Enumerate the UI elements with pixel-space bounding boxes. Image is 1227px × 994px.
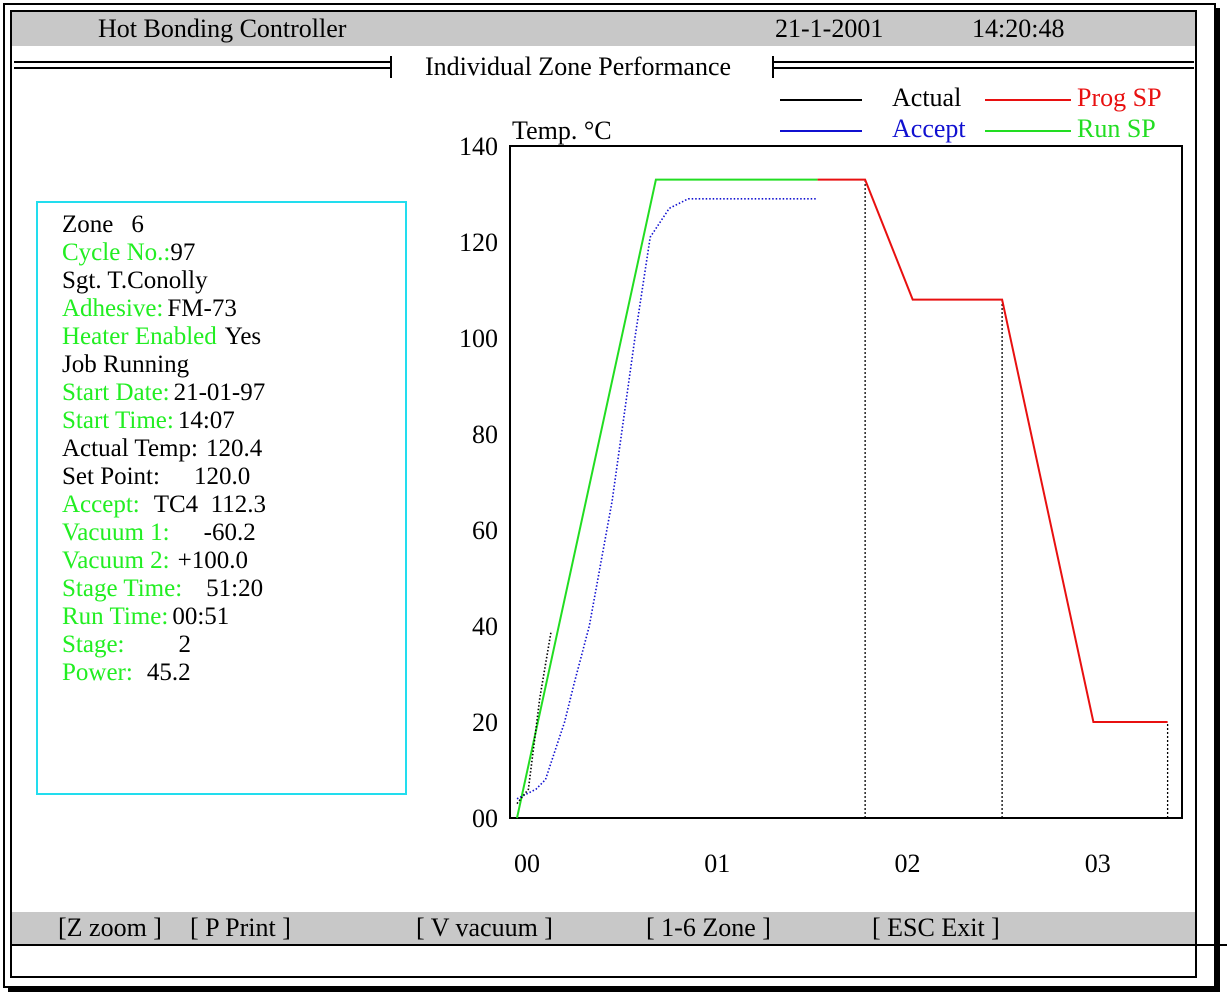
subtitle-rule-right-top [774,61,1194,63]
heater-value: Yes [224,323,262,350]
series-line-actual [516,630,552,805]
legend-prog-sp-label: Prog SP [1077,83,1162,112]
legend-actual-swatch [780,99,862,101]
y-tick-label: 120 [459,228,498,257]
cycle-value: 97 [170,239,196,266]
start-time-value: 14:07 [177,407,235,434]
legend-accept-swatch [780,130,862,132]
set-point-value: 120.0 [193,463,251,490]
stage-time-label: Stage Time: [62,575,183,602]
series-line-prog-sp [817,178,1168,723]
legend-run-sp-label: Run SP [1077,114,1156,143]
zone-select-key[interactable]: [ 1-6 Zone ] [646,913,771,942]
footer-rule [12,944,1227,946]
job-status: Job Running [62,351,190,378]
legend-prog-sp-swatch [985,99,1071,101]
zoom-key[interactable]: [Z zoom ] [58,913,162,942]
print-key[interactable]: [ P Print ] [190,913,291,942]
run-time-label: Run Time: [62,603,169,630]
app-title: Hot Bonding Controller [98,14,347,43]
series-line-accept [516,198,818,800]
header-time: 14:20:48 [972,14,1065,43]
actual-temp-label: Actual Temp: [62,435,198,462]
frame-shadow-right [1216,8,1220,990]
window-frame-inner [10,10,1197,978]
y-tick-label: 20 [472,708,498,737]
vacuum-key[interactable]: [ V vacuum ] [416,913,553,942]
vacuum1-label: Vacuum 1: [62,519,170,546]
y-tick-label: 140 [459,132,498,161]
power-value: 45.2 [146,659,191,686]
frame-shadow-bottom [8,988,1220,992]
page-subtitle: Individual Zone Performance [424,52,732,81]
plot-area-border [509,145,1183,819]
zone-value: 6 [131,211,144,238]
cycle-label: Cycle No.: [62,239,171,266]
stage-time-value: 51:20 [206,575,264,602]
title-bar: Hot Bonding Controller 21-1-2001 14:20:4… [12,12,1195,46]
power-label: Power: [62,659,133,686]
subtitle-bracket-right [772,56,774,78]
y-axis-title: Temp. °C [512,116,612,145]
subtitle-rule-left-bottom [14,67,390,69]
x-tick-label: 03 [1085,849,1111,878]
subtitle-rule-right-bottom [774,67,1194,69]
zone-label: Zone [62,211,114,238]
adhesive-value: FM-73 [167,295,237,322]
zone-info-panel: Zone 6 Cycle No.:97 Sgt. T.Conolly Adhesi… [36,201,407,795]
vacuum2-label: Vacuum 2: [62,547,170,574]
stage-label: Stage: [62,631,125,658]
stage-value: 2 [178,631,192,658]
x-tick-label: 00 [514,849,540,878]
subtitle-bracket-left [390,56,392,78]
header-date: 21-1-2001 [775,14,884,43]
vacuum2-value: +100.0 [177,547,248,574]
y-tick-label: 60 [472,516,498,545]
operator-name: Sgt. T.Conolly [62,267,208,294]
actual-temp-value: 120.4 [205,435,263,462]
x-tick-label: 02 [894,849,920,878]
legend-actual-label: Actual [892,83,962,112]
subtitle-rule-left-top [14,61,390,63]
set-point-label: Set Point: [62,463,160,490]
x-tick-label: 01 [704,849,730,878]
accept-value: TC4 112.3 [153,491,267,518]
adhesive-label: Adhesive: [62,295,164,322]
window-frame-outer [3,3,1216,988]
legend-run-sp-swatch [985,130,1071,132]
legend-accept-label: Accept [892,114,966,143]
function-key-bar: [Z zoom ] [ P Print ] [ V vacuum ] [ 1-6… [12,912,1195,944]
start-date-value: 21-01-97 [173,379,266,406]
y-tick-label: 00 [472,804,498,833]
y-tick-label: 40 [472,612,498,641]
accept-label: Accept: [62,491,140,518]
heater-label: Heater Enabled [62,323,217,350]
exit-key[interactable]: [ ESC Exit ] [872,913,1000,942]
run-time-value: 00:51 [172,603,230,630]
vacuum1-value: -60.2 [203,519,256,546]
series-line-run-sp [516,178,818,819]
y-tick-label: 100 [459,324,498,353]
start-time-label: Start Time: [62,407,174,434]
start-date-label: Start Date: [62,379,170,406]
y-tick-label: 80 [472,420,498,449]
